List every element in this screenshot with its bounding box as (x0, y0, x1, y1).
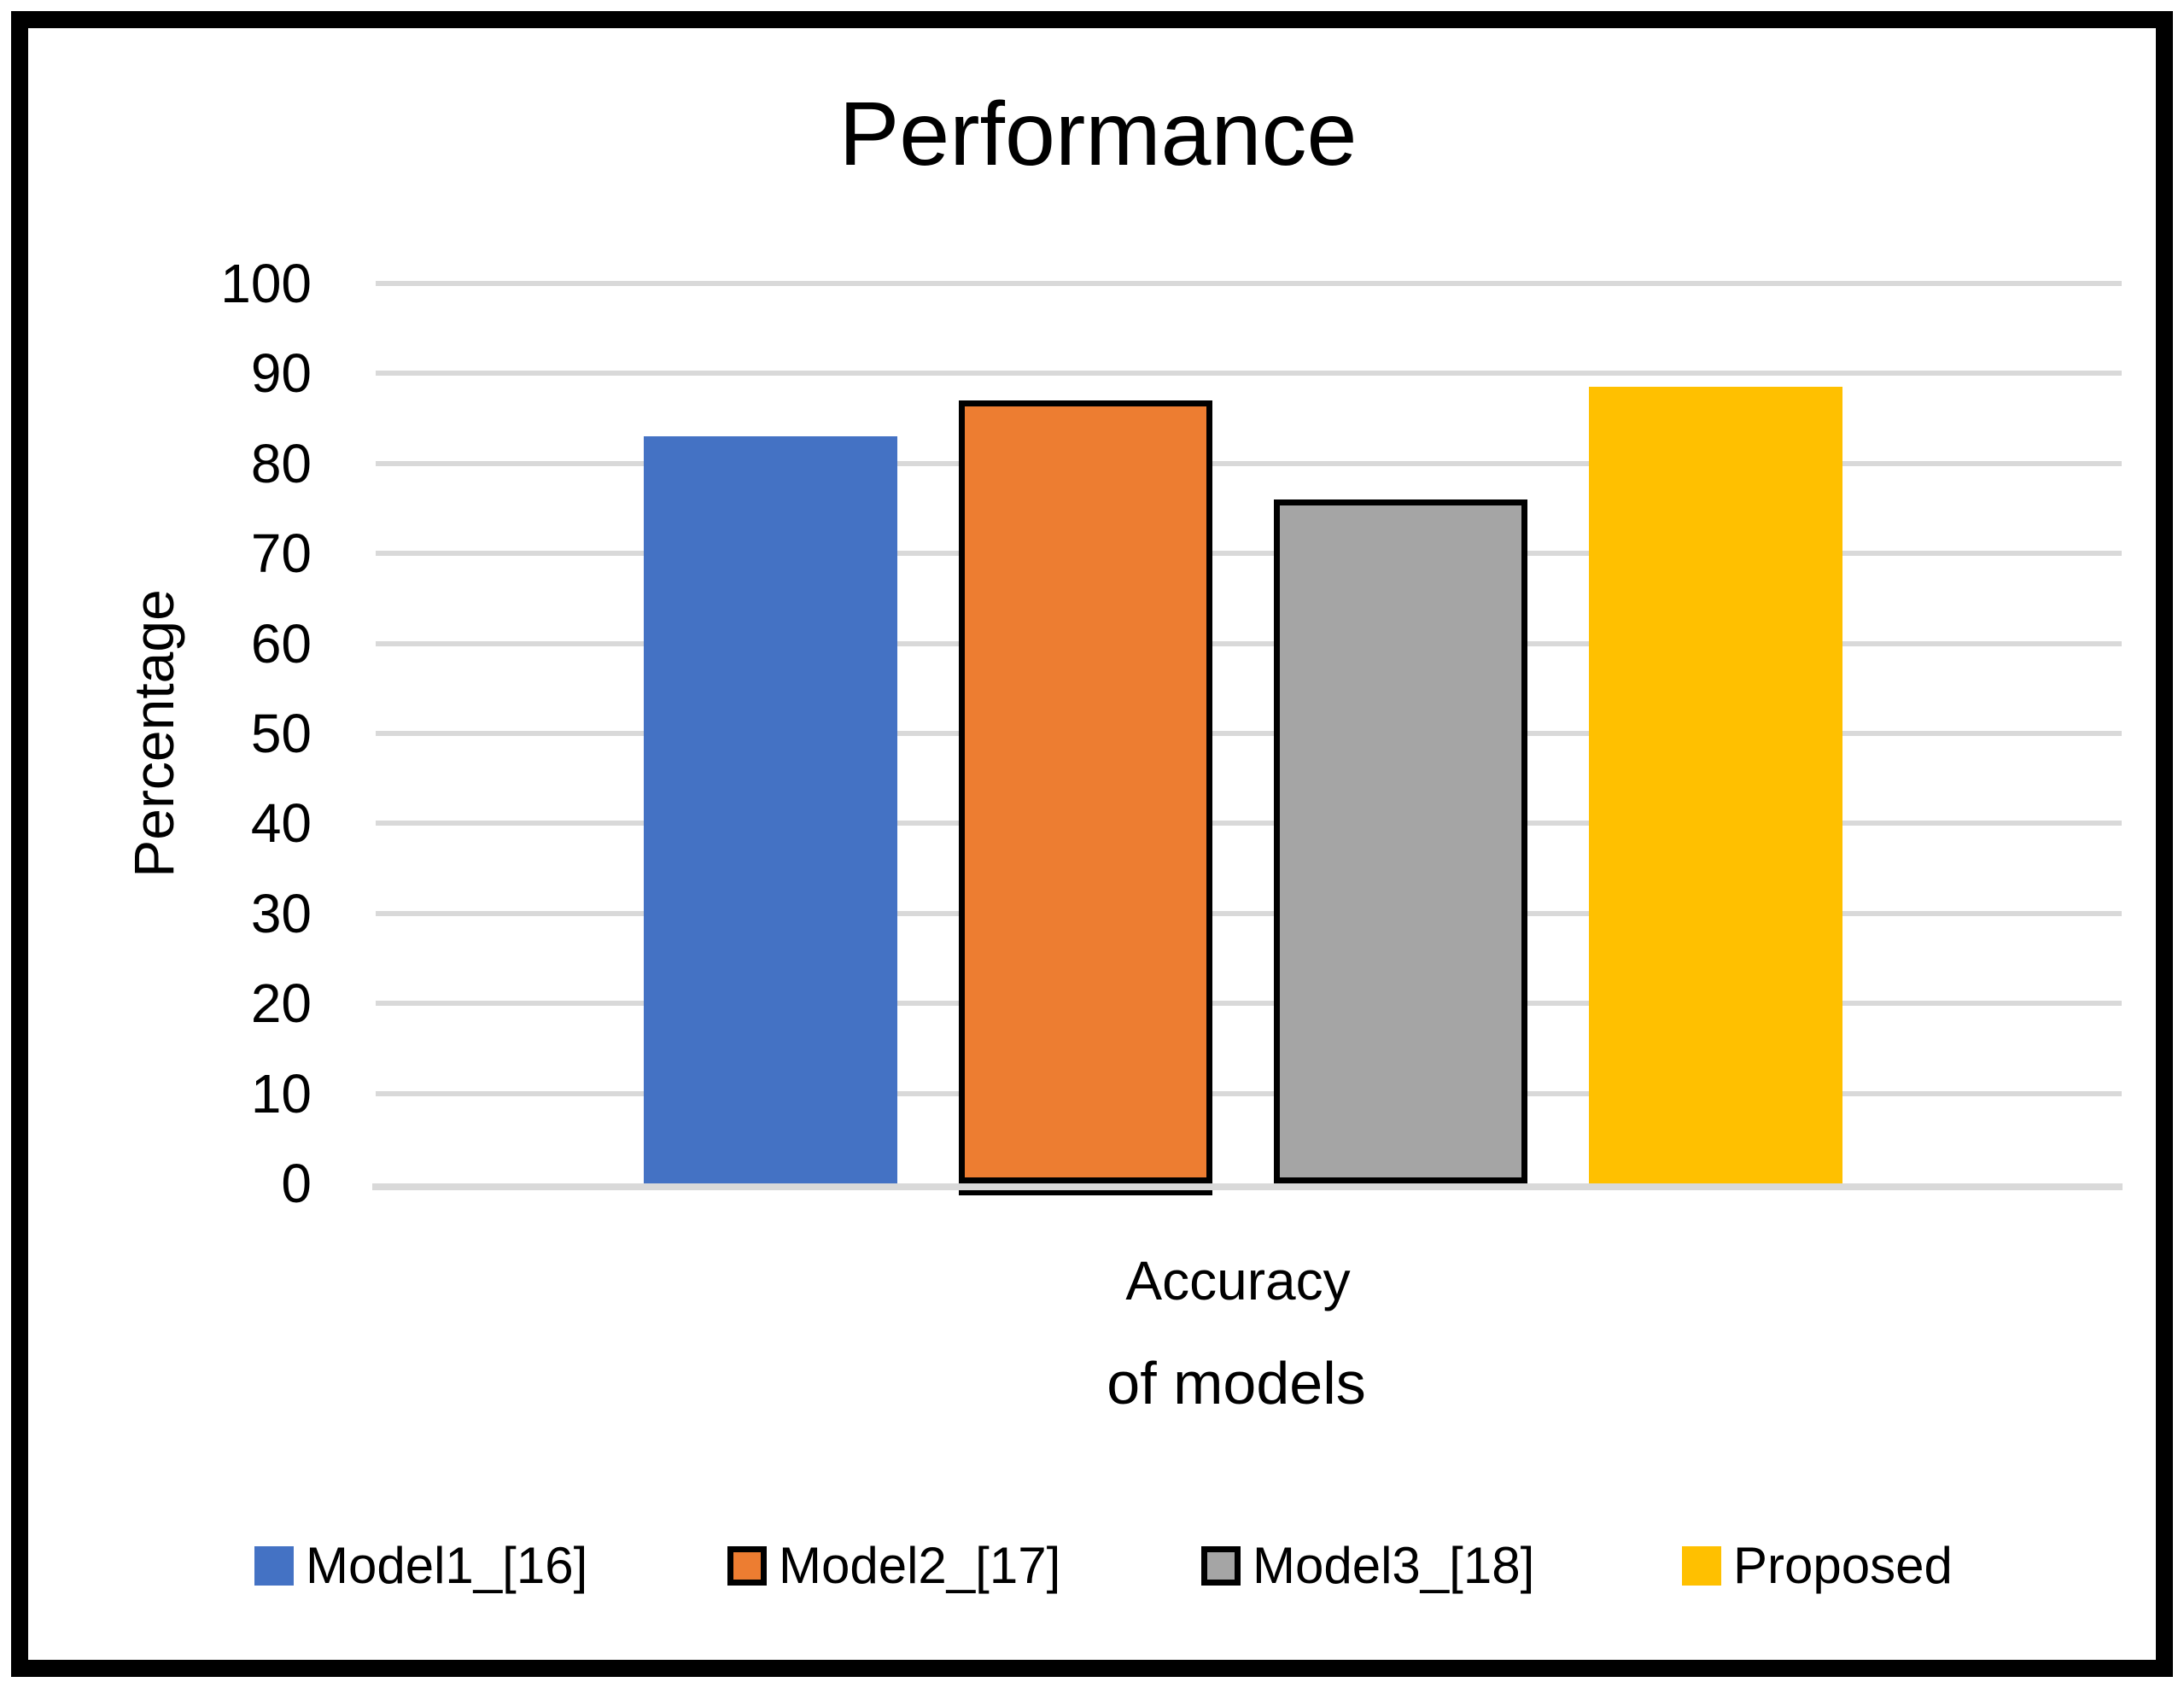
y-tick-label: 60 (250, 612, 312, 675)
gridline (376, 371, 2122, 377)
y-axis-tick-labels: 0 10 20 30 40 50 60 70 80 90 100 (107, 256, 312, 1211)
legend-item-proposed: Proposed (1682, 1540, 1953, 1592)
gridline (376, 281, 2122, 286)
bar-model3-18- (1274, 499, 1527, 1183)
x-axis-title: of models (1107, 1350, 1366, 1416)
legend-item-model2-17-: Model2_[17] (727, 1540, 1060, 1592)
y-tick-label: 40 (250, 792, 312, 855)
y-tick-label: 80 (250, 432, 312, 494)
bar-outline-underline (959, 1190, 1212, 1195)
legend-item-model3-18-: Model3_[18] (1201, 1540, 1534, 1592)
legend-label: Proposed (1733, 1537, 1953, 1594)
gridline (376, 731, 2122, 736)
plot-area: 0 10 20 30 40 50 60 70 80 90 100 (220, 256, 2123, 1211)
legend-label: Model3_[18] (1253, 1537, 1535, 1594)
y-tick-label: 70 (250, 523, 312, 585)
y-tick-label: 100 (220, 253, 312, 314)
legend-swatch (1201, 1546, 1241, 1586)
legend-swatch (727, 1546, 767, 1586)
gridline (376, 460, 2122, 466)
gridline (376, 910, 2122, 916)
bar-model2-17- (959, 400, 1212, 1183)
legend-swatch (1682, 1546, 1721, 1586)
gridline (376, 551, 2122, 557)
y-tick-label: 10 (250, 1062, 312, 1124)
chart-title: Performance (838, 84, 1358, 184)
gridline (376, 640, 2122, 646)
legend-item-model1-16-: Model1_[16] (254, 1540, 587, 1592)
gridline (376, 1001, 2122, 1007)
gridline (376, 821, 2122, 826)
y-tick-label: 30 (250, 882, 312, 944)
y-tick-label: 50 (250, 703, 312, 764)
gridline (376, 1090, 2122, 1096)
y-tick-label: 20 (250, 972, 312, 1035)
x-axis-line (372, 1183, 2123, 1190)
legend-label: Model2_[17] (779, 1537, 1061, 1594)
legend-label: Model1_[16] (306, 1537, 588, 1594)
legend-swatch (254, 1546, 294, 1586)
x-axis-category-label: Accuracy (1125, 1250, 1351, 1311)
bar-proposed (1589, 387, 1842, 1183)
bar-model1-16- (644, 436, 897, 1183)
y-tick-label: 90 (250, 342, 312, 405)
y-tick-label: 0 (281, 1153, 312, 1214)
